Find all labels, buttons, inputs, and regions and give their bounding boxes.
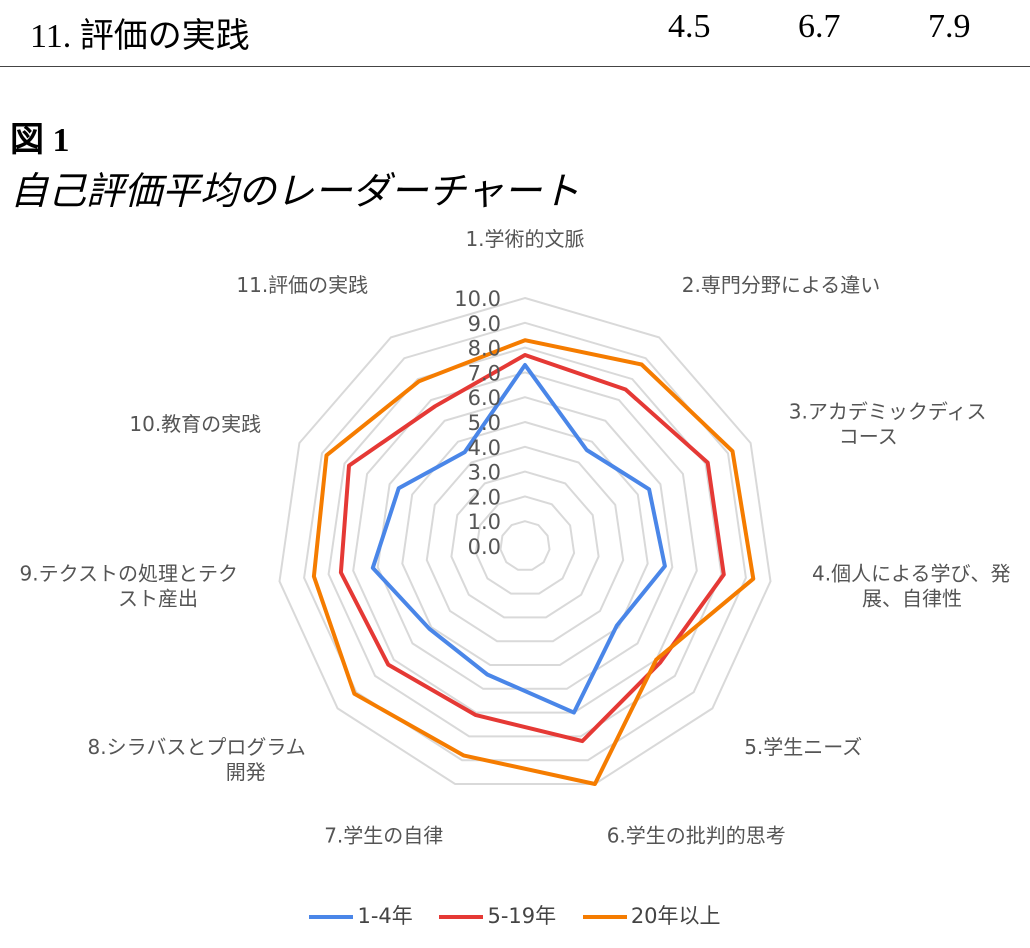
tick-label: 3.0 (468, 461, 501, 485)
legend-label-5-19: 5-19年 (487, 904, 557, 928)
legend-item-5-19: 5-19年 (439, 900, 556, 930)
figure-number: 図 1 (10, 122, 70, 159)
tick-label: 4.0 (468, 436, 501, 460)
category-label: 7.学生の自律 (324, 823, 443, 847)
tick-label: 6.0 (468, 386, 501, 410)
grid-ring-9 (303, 321, 747, 762)
category-label: 8.シラバスとプログラム開発 (88, 735, 306, 784)
category-label: 9.テクストの処理とテクスト産出 (20, 561, 238, 610)
legend-swatch-5-19 (439, 915, 484, 919)
category-label: 10.教育の実践 (129, 412, 261, 436)
category-label: 1.学術的文脈 (465, 227, 584, 251)
table-row-label: 11. 評価の実践 (30, 18, 250, 55)
table-row: 11. 評価の実践 4.5 6.7 7.9 (0, 0, 1030, 67)
radar-chart: 0.01.02.03.04.05.06.07.08.09.010.0 1.学術的… (20, 227, 1011, 847)
table-cell-1-4: 4.5 (668, 8, 711, 45)
table-cell-20plus: 7.9 (928, 8, 971, 45)
grid-ring-7 (352, 371, 698, 714)
radar-tick-labels: 0.01.02.03.04.05.06.07.08.09.010.0 (454, 287, 501, 559)
grid-ring-3 (450, 470, 600, 619)
tick-label: 5.0 (468, 411, 501, 435)
legend: 1-4年 5-19年 20年以上 (0, 900, 1030, 930)
grid-ring-5 (401, 420, 649, 666)
legend-swatch-20plus (582, 915, 627, 919)
tick-label: 0.0 (468, 535, 501, 559)
legend-label-20plus: 20年以上 (630, 904, 721, 928)
tick-label: 2.0 (468, 485, 501, 509)
grid-ring-1 (499, 520, 551, 571)
legend-item-1-4: 1-4年 (309, 900, 413, 930)
radar-category-labels: 1.学術的文脈 2.専門分野による違い 3.アカデミックディスコース 4.個人による学… (20, 227, 1011, 847)
category-label: 2.専門分野による違い (682, 273, 880, 297)
category-label: 3.アカデミックディスコース (789, 400, 987, 449)
series-line-0 (370, 363, 667, 715)
legend-label-1-4: 1-4年 (357, 904, 413, 928)
tick-label: 10.0 (454, 287, 501, 311)
grid-ring-4 (425, 445, 625, 643)
tick-label: 1.0 (468, 510, 501, 534)
legend-item-20plus: 20年以上 (582, 900, 721, 930)
legend-swatch-1-4 (309, 915, 354, 919)
category-label: 4.個人による学び、発展、自律性 (812, 561, 1010, 610)
radar-series (311, 338, 756, 786)
tick-label: 7.0 (468, 361, 501, 385)
grid-ring-6 (376, 396, 674, 690)
figure-title: 自己評価平均のレーダーチャート (10, 171, 580, 213)
grid-ring-2 (474, 495, 576, 595)
category-label: 5.学生ニーズ (744, 735, 862, 759)
category-label: 11.評価の実践 (236, 273, 368, 297)
table-cell-5-19: 6.7 (798, 8, 841, 45)
category-label: 6.学生の批判的思考 (607, 823, 786, 847)
tick-label: 8.0 (468, 337, 501, 361)
radar-grid (278, 296, 772, 785)
series-line-1 (338, 353, 726, 744)
grid-ring-10 (278, 296, 772, 785)
series-line-2 (311, 338, 756, 786)
tick-label: 9.0 (468, 312, 501, 336)
